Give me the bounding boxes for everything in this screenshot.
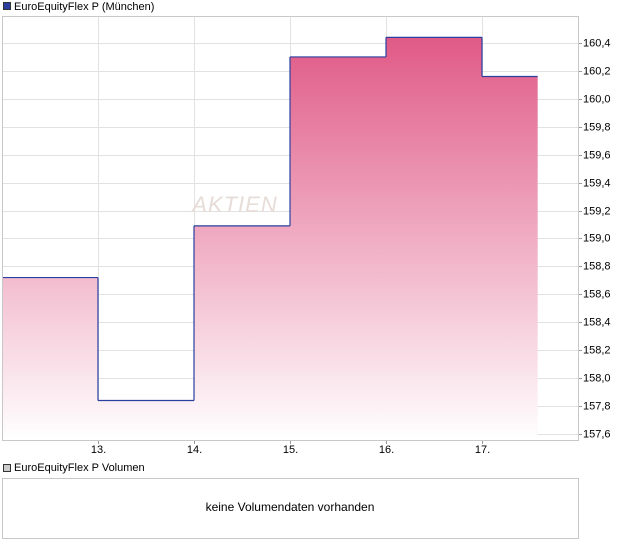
x-tick-label: 14.	[187, 444, 202, 456]
legend-label: EuroEquityFlex P (München)	[14, 1, 154, 13]
y-tick-label: 158,4	[583, 316, 611, 328]
area-fill	[2, 37, 538, 441]
volume-legend-swatch	[3, 464, 11, 472]
y-tick-label: 159,8	[583, 121, 611, 133]
y-tick-label: 157,8	[583, 400, 611, 412]
y-tick-label: 160,4	[583, 37, 611, 49]
watermark: AKTIEN	[190, 192, 277, 217]
y-tick-label: 158,2	[583, 344, 611, 356]
volume-legend-label: EuroEquityFlex P Volumen	[14, 462, 145, 474]
y-tick-label: 160,0	[583, 93, 611, 105]
y-tick-label: 159,6	[583, 149, 611, 161]
x-tick-label: 17.	[475, 444, 490, 456]
y-tick-label: 159,0	[583, 232, 611, 244]
x-tick-label: 16.	[379, 444, 394, 456]
y-tick-label: 158,6	[583, 288, 611, 300]
y-tick-label: 159,2	[583, 205, 611, 217]
x-tick-label: 15.	[283, 444, 298, 456]
legend-swatch	[3, 2, 11, 10]
y-tick-label: 157,6	[583, 428, 611, 440]
y-tick-label: 159,4	[583, 177, 611, 189]
x-tick-label: 13.	[91, 444, 106, 456]
volume-message: keine Volumendaten vorhanden	[206, 500, 375, 514]
plot-frame	[2, 16, 579, 441]
volume-frame	[2, 478, 579, 539]
y-tick-label: 160,2	[583, 65, 611, 77]
y-tick-label: 158,8	[583, 260, 611, 272]
y-tick-label: 158,0	[583, 372, 611, 384]
